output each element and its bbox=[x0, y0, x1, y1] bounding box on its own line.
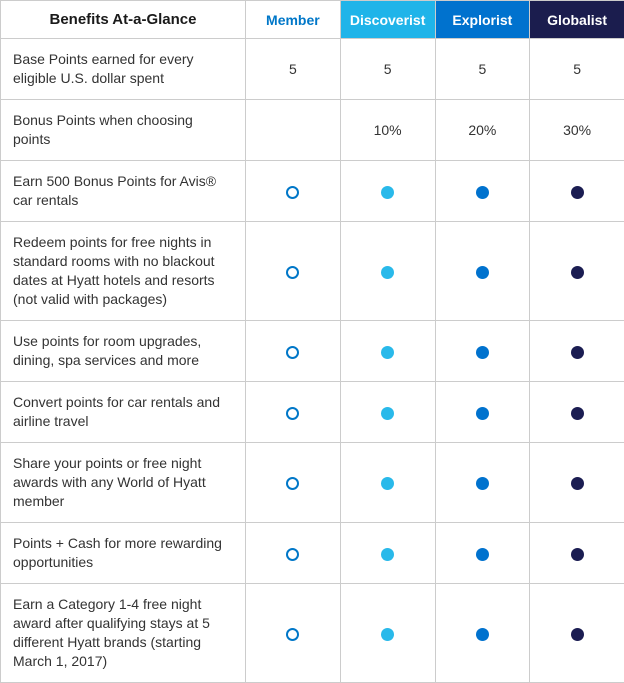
benefit-label: Earn a Category 1-4 free night award aft… bbox=[1, 584, 246, 683]
table-row: Redeem points for free nights in standar… bbox=[1, 222, 624, 321]
open-circle-icon bbox=[286, 628, 299, 641]
benefit-label: Convert points for car rentals and airli… bbox=[1, 382, 246, 443]
benefit-value-cell bbox=[246, 100, 341, 161]
benefit-included-cell bbox=[435, 523, 530, 584]
filled-circle-icon bbox=[571, 186, 584, 199]
benefit-included-cell bbox=[435, 161, 530, 222]
filled-circle-icon bbox=[476, 477, 489, 490]
table-row: Convert points for car rentals and airli… bbox=[1, 382, 624, 443]
filled-circle-icon bbox=[476, 186, 489, 199]
benefit-included-cell bbox=[530, 523, 624, 584]
benefit-value-cell: 5 bbox=[435, 39, 530, 100]
filled-circle-icon bbox=[476, 266, 489, 279]
benefit-included-cell bbox=[246, 523, 341, 584]
benefit-included-cell bbox=[246, 161, 341, 222]
benefit-included-cell bbox=[246, 443, 341, 523]
benefit-included-cell bbox=[530, 321, 624, 382]
benefit-included-cell bbox=[435, 382, 530, 443]
benefit-label: Share your points or free night awards w… bbox=[1, 443, 246, 523]
table-row: Points + Cash for more rewarding opportu… bbox=[1, 523, 624, 584]
open-circle-icon bbox=[286, 266, 299, 279]
table-body: Base Points earned for every eligible U.… bbox=[1, 39, 624, 683]
filled-circle-icon bbox=[381, 346, 394, 359]
open-circle-icon bbox=[286, 477, 299, 490]
column-header-discoverist: Discoverist bbox=[340, 1, 435, 39]
benefit-value-cell: 10% bbox=[340, 100, 435, 161]
header-row: Benefits At-a-Glance Member Discoverist … bbox=[1, 1, 624, 39]
filled-circle-icon bbox=[381, 548, 394, 561]
benefit-included-cell bbox=[340, 222, 435, 321]
benefit-label: Bonus Points when choosing points bbox=[1, 100, 246, 161]
benefit-included-cell bbox=[530, 382, 624, 443]
table-row: Share your points or free night awards w… bbox=[1, 443, 624, 523]
table-row: Earn 500 Bonus Points for Avis® car rent… bbox=[1, 161, 624, 222]
benefit-included-cell bbox=[246, 321, 341, 382]
open-circle-icon bbox=[286, 407, 299, 420]
benefit-label: Base Points earned for every eligible U.… bbox=[1, 39, 246, 100]
benefit-value-cell: 5 bbox=[246, 39, 341, 100]
table-row: Use points for room upgrades, dining, sp… bbox=[1, 321, 624, 382]
benefit-included-cell bbox=[530, 443, 624, 523]
filled-circle-icon bbox=[381, 477, 394, 490]
benefit-included-cell bbox=[340, 443, 435, 523]
filled-circle-icon bbox=[476, 346, 489, 359]
filled-circle-icon bbox=[571, 346, 584, 359]
benefit-included-cell bbox=[435, 222, 530, 321]
benefit-included-cell bbox=[530, 222, 624, 321]
benefit-included-cell bbox=[246, 382, 341, 443]
benefit-included-cell bbox=[435, 443, 530, 523]
filled-circle-icon bbox=[571, 407, 584, 420]
benefit-value-cell: 5 bbox=[340, 39, 435, 100]
benefit-value-cell: 30% bbox=[530, 100, 624, 161]
filled-circle-icon bbox=[381, 266, 394, 279]
filled-circle-icon bbox=[571, 266, 584, 279]
table-title: Benefits At-a-Glance bbox=[1, 1, 246, 39]
table-header: Benefits At-a-Glance Member Discoverist … bbox=[1, 1, 624, 39]
benefit-included-cell bbox=[340, 321, 435, 382]
benefit-value-cell: 5 bbox=[530, 39, 624, 100]
benefit-included-cell bbox=[435, 584, 530, 683]
benefit-included-cell bbox=[340, 161, 435, 222]
column-header-explorist: Explorist bbox=[435, 1, 530, 39]
benefit-included-cell bbox=[340, 523, 435, 584]
benefit-included-cell bbox=[246, 222, 341, 321]
benefit-included-cell bbox=[340, 382, 435, 443]
benefit-included-cell bbox=[246, 584, 341, 683]
benefit-label: Points + Cash for more rewarding opportu… bbox=[1, 523, 246, 584]
column-header-member: Member bbox=[246, 1, 341, 39]
benefit-included-cell bbox=[435, 321, 530, 382]
filled-circle-icon bbox=[571, 477, 584, 490]
open-circle-icon bbox=[286, 186, 299, 199]
filled-circle-icon bbox=[476, 407, 489, 420]
filled-circle-icon bbox=[381, 186, 394, 199]
filled-circle-icon bbox=[381, 407, 394, 420]
filled-circle-icon bbox=[381, 628, 394, 641]
benefit-label: Earn 500 Bonus Points for Avis® car rent… bbox=[1, 161, 246, 222]
benefit-value-cell: 20% bbox=[435, 100, 530, 161]
open-circle-icon bbox=[286, 346, 299, 359]
filled-circle-icon bbox=[476, 628, 489, 641]
benefit-label: Use points for room upgrades, dining, sp… bbox=[1, 321, 246, 382]
filled-circle-icon bbox=[571, 548, 584, 561]
column-header-globalist: Globalist bbox=[530, 1, 624, 39]
open-circle-icon bbox=[286, 548, 299, 561]
filled-circle-icon bbox=[476, 548, 489, 561]
benefit-label: Redeem points for free nights in standar… bbox=[1, 222, 246, 321]
benefit-included-cell bbox=[340, 584, 435, 683]
benefit-included-cell bbox=[530, 584, 624, 683]
table-row: Earn a Category 1-4 free night award aft… bbox=[1, 584, 624, 683]
filled-circle-icon bbox=[571, 628, 584, 641]
table-row: Bonus Points when choosing points 10%20%3… bbox=[1, 100, 624, 161]
table-row: Base Points earned for every eligible U.… bbox=[1, 39, 624, 100]
benefit-included-cell bbox=[530, 161, 624, 222]
